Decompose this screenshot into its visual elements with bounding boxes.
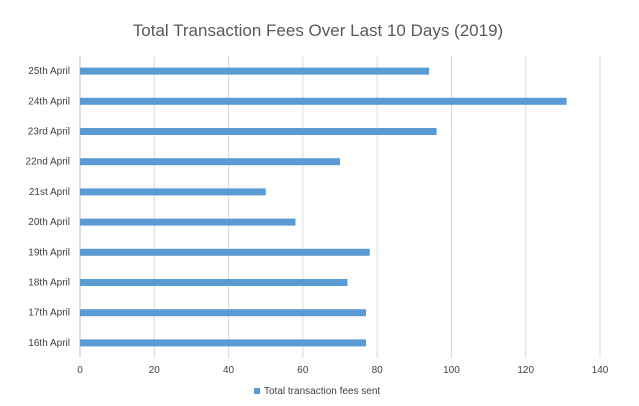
y-category-label: 20th April xyxy=(28,217,70,228)
x-tick-label: 100 xyxy=(443,365,460,376)
x-tick-label: 140 xyxy=(592,365,609,376)
legend-label: Total transaction fees sent xyxy=(264,386,380,397)
y-category-label: 19th April xyxy=(28,247,70,258)
bar xyxy=(80,279,348,286)
y-category-label: 23rd April xyxy=(28,127,70,138)
value-axis-labels: 0 20 40 60 80 100 120 140 xyxy=(77,365,609,376)
category-axis-labels: 25th April 24th April 23rd April 22nd April… xyxy=(26,66,70,349)
legend-swatch xyxy=(254,388,260,394)
bar xyxy=(80,188,266,196)
bar xyxy=(80,339,366,347)
y-category-label: 22nd April xyxy=(26,157,70,168)
x-tick-label: 40 xyxy=(223,365,235,376)
chart-title: Total Transaction Fees Over Last 10 Days… xyxy=(133,21,503,40)
bar xyxy=(80,309,366,317)
y-category-label: 21st April xyxy=(29,187,70,198)
y-category-label: 25th April xyxy=(28,66,70,77)
x-tick-label: 60 xyxy=(297,365,309,376)
x-tick-label: 0 xyxy=(77,365,83,376)
bar xyxy=(80,97,567,105)
y-category-label: 18th April xyxy=(28,278,70,289)
bar xyxy=(80,158,340,166)
x-tick-label: 80 xyxy=(372,365,384,376)
bar xyxy=(80,248,370,256)
legend: Total transaction fees sent xyxy=(254,386,380,397)
y-category-label: 17th April xyxy=(28,308,70,319)
bar xyxy=(80,67,430,75)
y-category-label: 16th April xyxy=(28,338,70,349)
x-tick-label: 20 xyxy=(149,365,161,376)
gridlines xyxy=(79,56,601,358)
y-category-label: 24th April xyxy=(28,96,70,107)
x-tick-label: 120 xyxy=(517,365,534,376)
bar xyxy=(80,218,296,226)
bar xyxy=(80,128,437,135)
bar-series xyxy=(80,67,567,347)
